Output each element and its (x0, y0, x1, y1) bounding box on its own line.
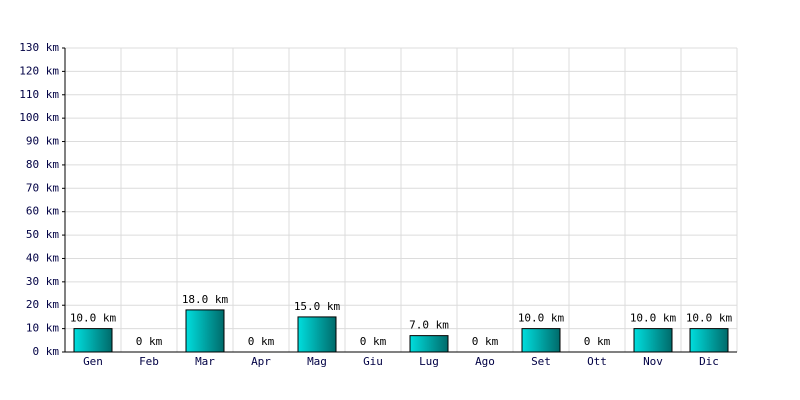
value-label: 0 km (360, 335, 387, 348)
x-tick-label: Set (531, 355, 551, 368)
x-tick-label: Mar (195, 355, 215, 368)
x-tick-label: Lug (419, 355, 439, 368)
x-tick-label: Feb (139, 355, 159, 368)
y-tick-label: 80 km (26, 158, 59, 171)
x-tick-label: Dic (699, 355, 719, 368)
y-tick-label: 40 km (26, 251, 59, 264)
bar (185, 309, 225, 353)
value-label: 0 km (136, 335, 163, 348)
x-tick-label: Ott (587, 355, 607, 368)
value-label: 10.0 km (630, 312, 677, 325)
y-tick-label: 20 km (26, 298, 59, 311)
value-label: 0 km (584, 335, 611, 348)
value-label: 10.0 km (686, 312, 733, 325)
y-tick-label: 50 km (26, 228, 59, 241)
y-tick-label: 70 km (26, 181, 59, 194)
value-label: 15.0 km (294, 300, 341, 313)
value-label: 0 km (472, 335, 499, 348)
y-tick-label: 90 km (26, 135, 59, 148)
value-label: 10.0 km (70, 312, 117, 325)
bar (633, 328, 673, 353)
y-tick-label: 10 km (26, 322, 59, 335)
bar (73, 328, 113, 353)
x-tick-label: Apr (251, 355, 271, 368)
x-tick-label: Nov (643, 355, 663, 368)
value-label: 18.0 km (182, 293, 229, 306)
y-tick-label: 130 km (19, 41, 59, 54)
y-tick-label: 100 km (19, 111, 59, 124)
x-tick-label: Giu (363, 355, 383, 368)
bar (409, 335, 449, 353)
y-tick-label: 60 km (26, 205, 59, 218)
y-tick-label: 0 km (33, 345, 60, 358)
y-tick-label: 120 km (19, 64, 59, 77)
x-tick-label: Ago (475, 355, 495, 368)
bar (521, 328, 561, 353)
bar (297, 316, 337, 353)
value-label: 10.0 km (518, 312, 565, 325)
value-label: 7.0 km (409, 319, 449, 332)
bar (689, 328, 729, 353)
y-tick-label: 30 km (26, 275, 59, 288)
value-label: 0 km (248, 335, 275, 348)
x-tick-label: Gen (83, 355, 103, 368)
x-tick-label: Mag (307, 355, 327, 368)
y-tick-label: 110 km (19, 88, 59, 101)
